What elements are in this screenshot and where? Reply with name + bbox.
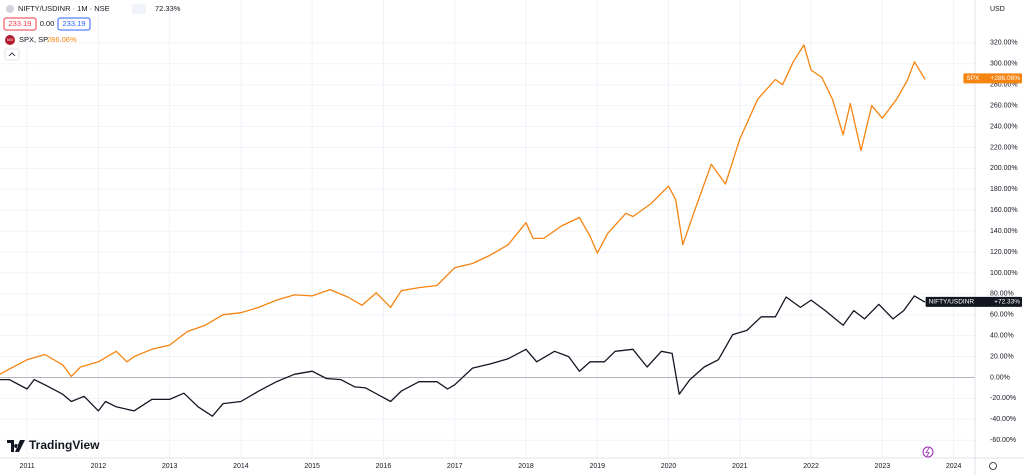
grid [0, 0, 975, 458]
x-tick-label: 2016 [376, 463, 392, 470]
y-tick-label: -40.00% [990, 416, 1016, 423]
series-line [0, 295, 926, 417]
spread: 0.00 [40, 19, 55, 28]
compare-symbol[interactable]: SPX, SP [19, 35, 48, 44]
collapse-icon [8, 52, 16, 57]
flash-icon[interactable] [922, 446, 934, 458]
settings-button[interactable] [989, 462, 997, 470]
x-tick-label: 2020 [661, 463, 677, 470]
y-tick-label: 20.00% [990, 353, 1014, 360]
symbol-name[interactable]: NIFTY/USDINR · 1M · NSE [18, 4, 110, 13]
flag-icon[interactable] [132, 4, 146, 14]
change: 72.33% [155, 4, 181, 13]
y-tick-label: 240.00% [990, 123, 1018, 130]
buy-price[interactable]: 233.19 [63, 19, 86, 28]
y-tick-label: 40.00% [990, 333, 1014, 340]
x-tick-label: 2021 [732, 463, 748, 470]
collapse-button[interactable] [4, 48, 20, 61]
brand-logo [7, 440, 25, 452]
buy-button[interactable] [57, 17, 91, 31]
y-tick-label: 0.00% [990, 374, 1010, 381]
y-tick-label: 80.00% [990, 291, 1014, 298]
x-tick-label: 2018 [518, 463, 534, 470]
x-tick-label: 2011 [20, 463, 35, 470]
legend: NIFTY/USDINR · 1M · NSE 72.33% 233.19 0.… [3, 4, 181, 61]
x-tick-label: 2023 [875, 463, 891, 470]
y-tick-label: -20.00% [990, 395, 1016, 402]
compare-badge [5, 35, 15, 45]
x-tick-label: 2014 [233, 463, 249, 470]
brand[interactable]: TradingView [7, 438, 100, 452]
y-tick-label: 140.00% [990, 228, 1018, 235]
y-tick-label: 280.00% [990, 82, 1018, 89]
end-tag-value: +72.33% [994, 299, 1020, 306]
end-tag-bg [963, 73, 1022, 84]
y-tick-label: 260.00% [990, 102, 1018, 109]
y-tick-label: 160.00% [990, 207, 1018, 214]
end-tag-bg [925, 296, 1022, 307]
sell-price[interactable]: 233.19 [9, 19, 32, 28]
x-tick-label: 2024 [946, 463, 962, 470]
brand-name: TradingView [29, 438, 100, 452]
labels: 2011 2012 2013 2014 2015 2016 2017 2018 2019 2020… [20, 40, 1022, 470]
y-axis-label: USD [990, 6, 1005, 13]
symbol-icon [6, 5, 14, 13]
compare-badge-text: 500 [7, 37, 14, 42]
series-line [0, 44, 926, 378]
y-tick-label: 320.00% [990, 40, 1018, 47]
flash-glyph [925, 447, 930, 457]
y-tick-label: 60.00% [990, 312, 1014, 319]
x-tick-label: 2015 [304, 463, 320, 470]
y-tick-label: 300.00% [990, 61, 1018, 68]
x-tick-label: 2012 [91, 463, 107, 470]
x-tick-label: 2013 [162, 463, 178, 470]
y-tick-label: 220.00% [990, 144, 1018, 151]
compare-change: 286.06% [47, 35, 77, 44]
y-tick-label: 100.00% [990, 270, 1018, 277]
y-tick-label: 180.00% [990, 186, 1018, 193]
y-tick-label: 200.00% [990, 165, 1018, 172]
y-tick-label: -60.00% [990, 437, 1016, 444]
end-tag-name: SPX [966, 75, 980, 82]
series-group [0, 44, 926, 417]
end-tag-name: NIFTY/USDINR [929, 299, 975, 306]
sell-button[interactable] [3, 17, 37, 31]
end-tag-value: +286.06% [991, 75, 1021, 82]
x-tick-label: 2022 [803, 463, 819, 470]
y-tick-label: 120.00% [990, 249, 1018, 256]
x-tick-label: 2019 [589, 463, 605, 470]
x-tick-label: 2017 [447, 463, 463, 470]
